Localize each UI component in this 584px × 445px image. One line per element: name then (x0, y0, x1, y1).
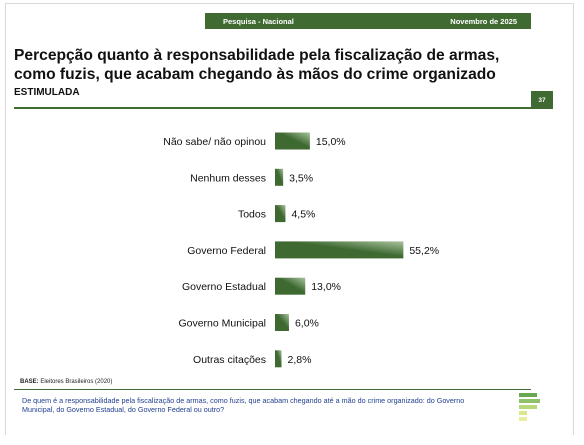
page-subtitle: ESTIMULADA (14, 87, 80, 98)
footer-divider (14, 389, 531, 390)
value-label: 4,5% (291, 209, 315, 221)
title-divider (14, 107, 531, 109)
category-label: Governo Estadual (182, 281, 266, 293)
category-label: Governo Municipal (178, 318, 266, 330)
bar (275, 205, 286, 223)
value-label: 13,0% (311, 281, 341, 293)
bar (275, 132, 310, 150)
value-label: 6,0% (295, 318, 319, 330)
base-label: BASE: (20, 379, 39, 385)
header-survey-label: Pesquisa - Nacional (223, 16, 294, 26)
bar (275, 168, 284, 186)
base-text: Eleitores Brasileiros (2020) (38, 379, 113, 385)
base-note: BASE: Eleitores Brasileiros (2020) (20, 379, 112, 385)
bar (275, 314, 289, 331)
category-label: Outras citações (193, 354, 266, 366)
value-label: 3,5% (289, 172, 313, 184)
page-title: Percepção quanto à responsabilidade pela… (14, 47, 500, 83)
bar (275, 241, 404, 259)
category-label: Nenhum desses (190, 172, 266, 184)
page-number-badge: 37 (531, 91, 553, 109)
brand-logo-icon (519, 393, 540, 421)
bar (275, 350, 282, 368)
category-label: Governo Federal (187, 245, 266, 257)
header-date: Novembro de 2025 (450, 16, 517, 26)
slide-frame (5, 3, 574, 435)
survey-question: De quem é a responsabilidade pela fiscal… (22, 396, 465, 414)
value-label: 15,0% (316, 136, 346, 148)
category-label: Não sabe/ não opinou (163, 136, 266, 148)
value-label: 2,8% (288, 354, 312, 366)
bar (275, 277, 306, 295)
value-label: 55,2% (409, 245, 439, 257)
category-label: Todos (238, 209, 266, 221)
bars-group: Não sabe/ não opinou 15,0% Nenhum desses 3,… (163, 132, 439, 368)
header-bar: Pesquisa - Nacional Novembro de 2025 (205, 13, 531, 29)
